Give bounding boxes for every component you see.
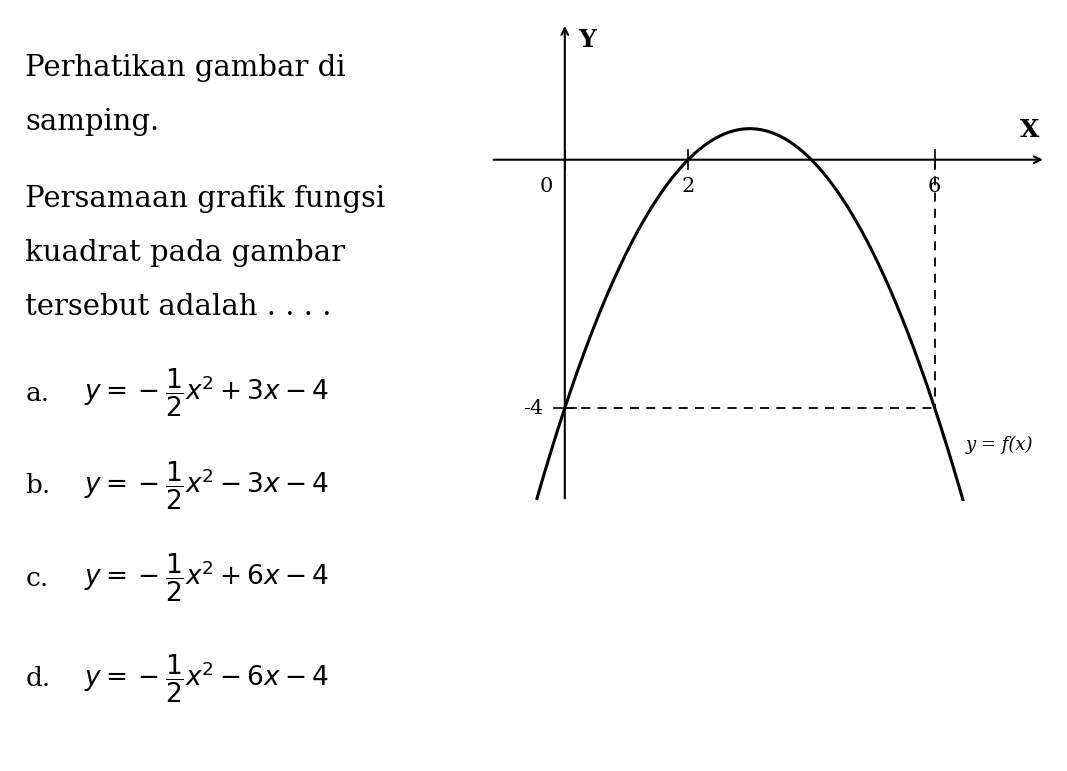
Text: a.: a. <box>26 381 49 406</box>
Text: Perhatikan gambar di: Perhatikan gambar di <box>26 54 346 82</box>
Text: $y = -\dfrac{1}{2}x^2 - 6x - 4$: $y = -\dfrac{1}{2}x^2 - 6x - 4$ <box>84 652 330 705</box>
Text: 0: 0 <box>540 177 553 196</box>
Text: $y = -\dfrac{1}{2}x^2 + 6x - 4$: $y = -\dfrac{1}{2}x^2 + 6x - 4$ <box>84 552 330 604</box>
Text: c.: c. <box>26 566 49 591</box>
Text: -4: -4 <box>523 399 543 418</box>
Text: 6: 6 <box>928 177 941 196</box>
Text: d.: d. <box>26 666 50 691</box>
Text: 2: 2 <box>682 177 695 196</box>
Text: X: X <box>1020 118 1039 143</box>
Text: $y = -\dfrac{1}{2}x^2 + 3x - 4$: $y = -\dfrac{1}{2}x^2 + 3x - 4$ <box>84 367 330 419</box>
Text: $y = -\dfrac{1}{2}x^2 - 3x - 4$: $y = -\dfrac{1}{2}x^2 - 3x - 4$ <box>84 460 330 512</box>
Text: Persamaan grafik fungsi: Persamaan grafik fungsi <box>26 185 385 213</box>
Text: tersebut adalah . . . .: tersebut adalah . . . . <box>26 293 332 321</box>
Text: Y: Y <box>578 28 596 52</box>
Text: y = f(x): y = f(x) <box>966 436 1033 454</box>
Text: samping.: samping. <box>26 108 160 136</box>
Text: kuadrat pada gambar: kuadrat pada gambar <box>26 239 346 267</box>
Text: b.: b. <box>26 473 50 498</box>
